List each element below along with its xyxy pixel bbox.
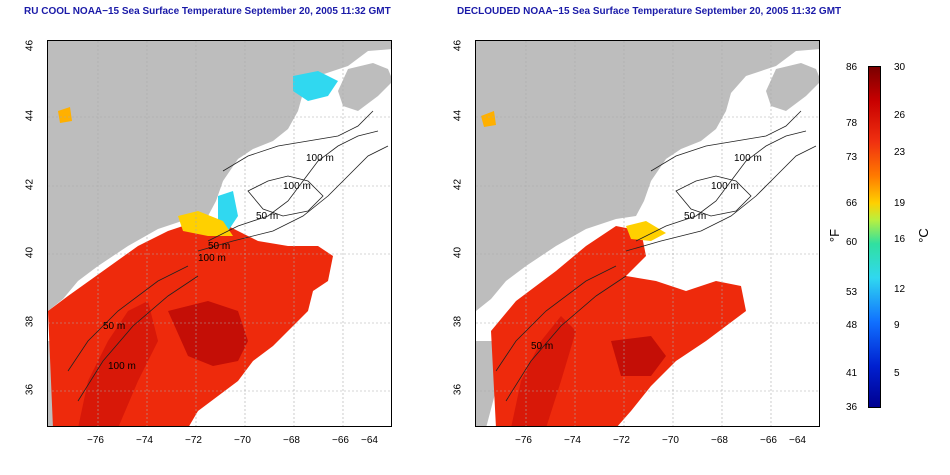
right-x-tick: −72 (613, 435, 630, 446)
grid-lines (476, 41, 819, 426)
left-x-tick: −68 (283, 435, 300, 446)
left-x-tick: −72 (185, 435, 202, 446)
fahrenheit-tick: 48 (846, 320, 858, 331)
celsius-tick: 9 (894, 320, 900, 331)
cool-sst-patch-north (293, 71, 338, 101)
fahrenheit-tick: 60 (846, 237, 858, 248)
right-y-tick: 36 (452, 383, 464, 396)
left-x-tick: −76 (87, 435, 104, 446)
right-map-graphic (476, 41, 819, 426)
right-y-tick: 46 (452, 39, 464, 52)
celsius-tick: 30 (894, 62, 906, 73)
land-mass (476, 41, 819, 311)
fahrenheit-tick: 86 (846, 62, 858, 73)
nova-scotia-land (338, 63, 391, 111)
celsius-tick: 16 (894, 234, 906, 245)
yellow-sst-band (178, 211, 233, 236)
hot-sst-core (168, 301, 248, 366)
grid-lines (48, 41, 391, 426)
left-y-tick: 40 (24, 246, 36, 259)
right-y-tick: 42 (452, 178, 464, 191)
fahrenheit-unit-label: °F (827, 228, 843, 243)
fahrenheit-tick: 66 (846, 198, 858, 209)
celsius-tick: 12 (894, 284, 906, 295)
right-sst-map: 100 m 100 m 50 m 50 m (475, 40, 820, 427)
left-y-tick: 42 (24, 178, 36, 191)
contour-label: 100 m (108, 361, 136, 372)
right-x-tick: −76 (515, 435, 532, 446)
bathymetry-contours (67, 110, 389, 402)
gulf-stream-hot (78, 301, 158, 426)
yellow-sst-spot (58, 107, 72, 123)
contour-label: 50 m (684, 211, 707, 222)
fahrenheit-tick: 36 (846, 402, 858, 413)
left-y-tick: 38 (24, 315, 36, 328)
fahrenheit-tick: 53 (846, 287, 858, 298)
celsius-tick: 19 (894, 198, 906, 209)
contour-label: 100 m (198, 253, 226, 264)
celsius-tick: 5 (894, 368, 900, 379)
right-x-tick: −74 (564, 435, 581, 446)
right-x-tick: −70 (662, 435, 679, 446)
nova-scotia-land (766, 63, 819, 111)
fahrenheit-tick: 41 (846, 368, 858, 379)
contour-label: 50 m (256, 211, 279, 222)
fahrenheit-tick: 73 (846, 152, 858, 163)
left-x-tick: −64 (361, 435, 378, 446)
left-y-tick: 46 (24, 39, 36, 52)
contour-label: 100 m (306, 153, 334, 164)
contour-label: 100 m (283, 181, 311, 192)
left-sst-map: 100 m 100 m 50 m 50 m 50 m 100 m 100 m (47, 40, 392, 427)
left-x-tick: −70 (234, 435, 251, 446)
left-map-title: RU COOL NOAA−15 Sea Surface Temperature … (24, 6, 391, 17)
celsius-tick: 23 (894, 147, 906, 158)
contour-label: 50 m (208, 241, 231, 252)
right-y-tick: 40 (452, 246, 464, 259)
right-y-tick: 38 (452, 315, 464, 328)
contour-label: 50 m (531, 341, 554, 352)
right-x-tick: −64 (789, 435, 806, 446)
celsius-unit-label: °C (915, 228, 931, 243)
contour-label: 100 m (734, 153, 762, 164)
left-x-tick: −74 (136, 435, 153, 446)
celsius-tick: 26 (894, 110, 906, 121)
yellow-sst-spot (481, 111, 496, 127)
hot-sst-core (611, 336, 666, 376)
land-mass (48, 41, 391, 311)
left-x-tick: −66 (332, 435, 349, 446)
right-x-tick: −68 (711, 435, 728, 446)
contour-label: 50 m (103, 321, 126, 332)
bathymetry-contours (495, 110, 817, 402)
left-y-tick: 36 (24, 383, 36, 396)
temperature-colorbar (868, 66, 881, 408)
left-y-tick: 44 (24, 109, 36, 122)
fahrenheit-tick: 78 (846, 118, 858, 129)
left-map-graphic (48, 41, 391, 426)
contour-label: 100 m (711, 181, 739, 192)
yellow-sst-band (626, 221, 666, 241)
right-y-tick: 44 (452, 109, 464, 122)
right-map-title: DECLOUDED NOAA−15 Sea Surface Temperatur… (457, 6, 842, 17)
right-x-tick: −66 (760, 435, 777, 446)
gulf-stream-hot (511, 316, 576, 426)
